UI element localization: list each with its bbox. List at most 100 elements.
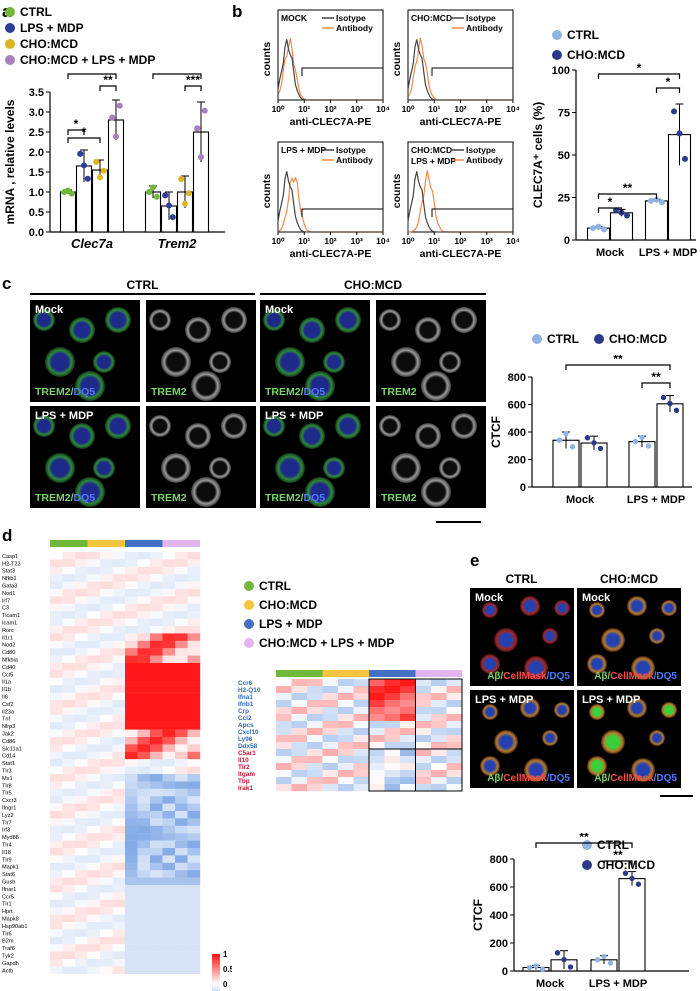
heatmap-cell: [50, 885, 63, 893]
heatmap-cell: [87, 885, 101, 893]
heatmap-cell: [87, 936, 101, 945]
heatmap-cell: [400, 693, 416, 701]
heatmap-cell: [175, 959, 188, 967]
heatmap-cell: [369, 728, 385, 736]
x-tick-label: 10¹: [298, 104, 310, 114]
cell: [494, 730, 518, 754]
micrograph-trem2: TREM2: [376, 406, 486, 508]
heatmap-cell: [187, 877, 201, 886]
y-tick-label: 400: [508, 427, 526, 439]
heatmap-cell: [112, 796, 126, 804]
heatmap-cell: [87, 648, 101, 656]
heatmap-cell: [162, 714, 176, 723]
heatmap-cell: [353, 777, 370, 785]
heatmap-cell: [175, 655, 188, 664]
heatmap-cell: [150, 729, 163, 738]
stain-label-merge: TREM2/DQ5: [35, 492, 95, 504]
cell: [494, 628, 518, 652]
significance-bracket: [597, 193, 658, 199]
heatmap-cell: [431, 728, 447, 736]
colorbar-tick-label: 0: [223, 980, 228, 989]
x-tick-label: 10¹: [298, 236, 310, 246]
heatmap-cell: [112, 885, 126, 893]
heatmap-cell: [137, 833, 151, 841]
heatmap-cell: [50, 700, 63, 708]
heatmap-cell: [75, 862, 88, 871]
heatmap-cell: [50, 907, 63, 915]
heatmap-cell: [50, 922, 63, 930]
heatmap-cell: [137, 929, 151, 937]
heatmap-cell: [291, 735, 308, 743]
panel-c-header-line: [30, 293, 255, 295]
heatmap-cell: [187, 633, 201, 641]
heatmap-cell: [75, 825, 88, 834]
micrograph-trem2: TREM2: [146, 406, 256, 508]
legend-dot: [244, 619, 254, 629]
cell: [209, 351, 231, 373]
heatmap-cell: [175, 707, 188, 715]
data-point: [639, 434, 645, 440]
heatmap-cell: [62, 885, 76, 893]
heatmap-cell: [100, 559, 113, 567]
heatmap-cell: [62, 959, 76, 967]
heatmap-cell: [62, 774, 76, 782]
heatmap-cell: [125, 596, 138, 604]
heatmap-cell: [150, 951, 163, 960]
heatmap-cell: [162, 581, 176, 590]
heatmap-cell: [137, 737, 151, 745]
group-color-bar: [50, 540, 88, 547]
x-axis-label: anti-CLEC7A-PE: [420, 248, 502, 260]
heatmap-cell: [187, 766, 201, 775]
x-tick-label: 10³: [481, 236, 493, 246]
heatmap-cell: [162, 914, 176, 923]
heatmap-cell: [187, 596, 201, 604]
cell: [221, 307, 247, 333]
heatmap-cell: [307, 756, 323, 764]
heatmap-cell: [175, 626, 188, 634]
heatmap-cell: [446, 749, 463, 757]
heatmap-cell: [431, 679, 447, 687]
heatmap-cell: [415, 714, 432, 722]
gene-label: B2m: [2, 939, 14, 945]
stain-label-trem2: TREM2: [151, 386, 187, 398]
heatmap-cell: [162, 759, 176, 767]
heatmap-cell: [50, 552, 63, 560]
heatmap-cell: [137, 855, 151, 863]
heatmap-cell: [137, 840, 151, 849]
heatmap-cell: [150, 944, 163, 952]
cell: [649, 730, 665, 746]
cell: [263, 309, 285, 331]
heatmap-cell: [62, 559, 76, 567]
heatmap-cell: [187, 559, 201, 567]
heatmap-cell: [369, 777, 385, 785]
heatmap-cell: [187, 685, 201, 693]
heatmap-cell: [150, 655, 163, 664]
heatmap-cell: [162, 692, 176, 701]
heatmap-cell: [87, 811, 101, 819]
heatmap-cell: [175, 899, 188, 908]
heatmap-cell: [150, 670, 163, 678]
heatmap-cell: [112, 951, 126, 960]
heatmap-cell: [62, 648, 76, 656]
heatmap-cell: [187, 833, 201, 841]
heatmap-cell: [307, 714, 323, 722]
heatmap-cell: [175, 877, 188, 886]
legend-isotype-label: Isotype: [336, 145, 366, 155]
heatmap-cell: [137, 700, 151, 708]
heatmap-cell: [150, 833, 163, 841]
row-label-lps-mdp: LPS + MDP: [35, 410, 94, 422]
legend-item: CTRL: [244, 579, 291, 593]
heatmap-cell: [175, 914, 188, 923]
heatmap-cell: [175, 833, 188, 841]
heatmap-cell: [62, 603, 76, 612]
gene-label: Nod2: [2, 643, 15, 649]
heatmap-cell: [187, 744, 201, 752]
data-point: [68, 190, 75, 197]
significance-label: **: [613, 355, 623, 366]
cell: [391, 347, 421, 377]
heatmap-cell: [137, 951, 151, 960]
cell: [627, 698, 647, 718]
heatmap-cell: [112, 929, 126, 937]
heatmap-cell: [75, 951, 88, 960]
heatmap-cell: [162, 870, 176, 878]
